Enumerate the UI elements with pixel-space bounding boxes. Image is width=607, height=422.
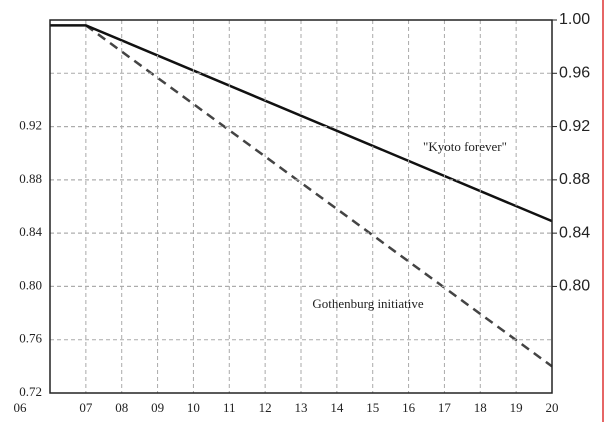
annotation: Gothenburg initiative [312,296,424,311]
x-tick-label: 20 [546,400,559,415]
x-tick-label: 17 [438,400,452,415]
x-tick-label: 06 [14,400,28,415]
x-tick-label: 07 [79,400,93,415]
plot-frame [49,19,553,394]
series-line [85,24,553,368]
y2-tick-label: 0.80 [559,278,590,295]
x-tick-label: 11 [223,400,236,415]
x-tick-label: 12 [259,400,272,415]
annotation: "Kyoto forever" [423,139,507,154]
x-tick-label: 19 [510,400,523,415]
x-tick-label: 13 [295,400,308,415]
y2-tick-label: 1.00 [559,11,590,28]
y2-tick-label: 0.88 [559,171,590,188]
x-tick-label: 15 [366,400,379,415]
x-tick-label: 10 [187,400,200,415]
y2-tick-label: 0.92 [559,118,590,135]
y-tick-label: 0.88 [19,171,42,186]
x-tick-label: 16 [402,400,416,415]
y-tick-label: 0.76 [19,331,42,346]
y-tick-label: 0.72 [19,384,42,399]
y2-tick-label: 0.96 [559,65,590,82]
x-tick-label: 14 [330,400,344,415]
x-tick-label: 09 [151,400,164,415]
series-line [50,24,553,223]
y-tick-label: 0.92 [19,118,42,133]
y-tick-label: 0.80 [19,277,42,292]
y-tick-label: 0.84 [19,224,42,239]
x-tick-label: 08 [115,400,128,415]
y2-tick-label: 0.84 [559,224,590,241]
x-tick-label: 18 [474,400,487,415]
